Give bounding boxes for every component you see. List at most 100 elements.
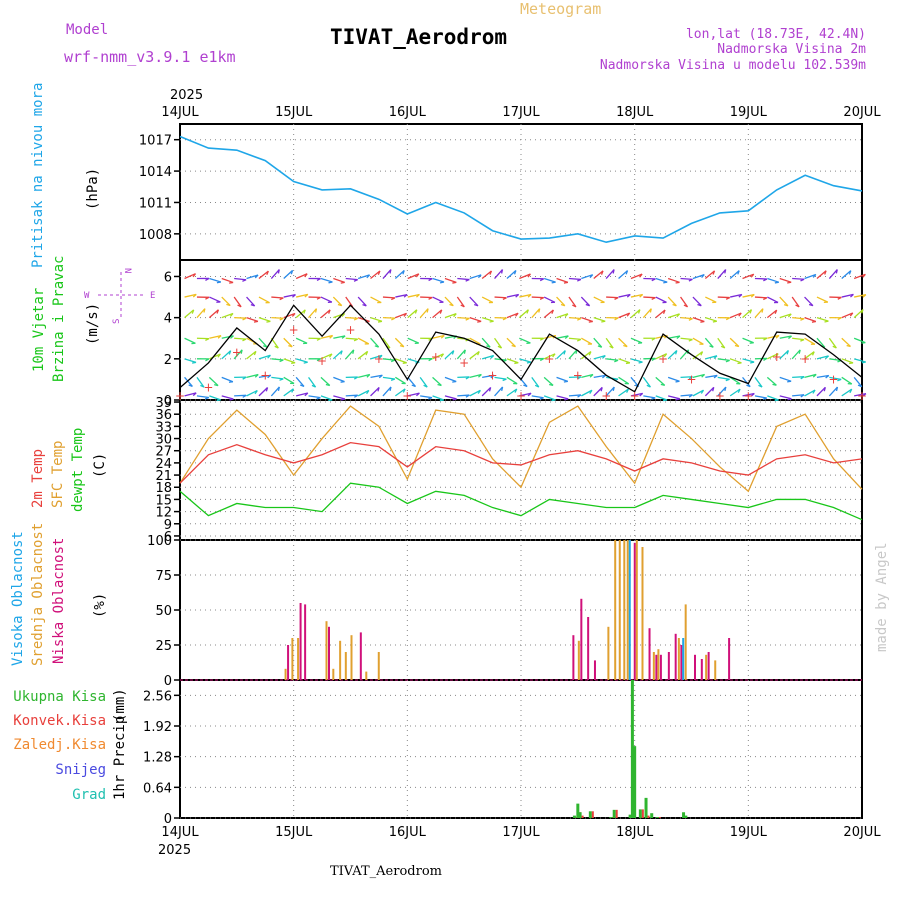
- wind-arrow: [395, 293, 408, 298]
- wind-arrow-head: [229, 281, 234, 284]
- wind-arrow: [804, 389, 816, 397]
- wind-arrow-head: [514, 388, 518, 393]
- wind-arrow-head: [849, 362, 854, 365]
- wind-arrow-head: [340, 398, 346, 401]
- wind-arrow-head: [378, 354, 383, 359]
- wind-arrow-head: [626, 294, 631, 298]
- wind-arrow: [221, 296, 231, 307]
- wind-arrow-head: [612, 269, 615, 274]
- precip-total-bar: [655, 817, 659, 818]
- wind-arrow: [320, 376, 331, 386]
- station-title: TIVAT_Aerodrom: [330, 25, 507, 49]
- wind-arrow-head: [229, 398, 234, 401]
- wind-arrow: [556, 296, 566, 307]
- wind-arrow-head: [390, 359, 396, 363]
- wind-arrow-head: [263, 345, 268, 348]
- wind-arrow-head: [763, 337, 768, 341]
- wind-arrow: [296, 293, 308, 298]
- wind-arrow-head: [477, 351, 480, 356]
- wind-arrow-head: [304, 293, 309, 298]
- wind-arrow: [184, 376, 193, 387]
- wind-arrow-head: [549, 383, 554, 387]
- wind-arrow: [543, 395, 556, 401]
- wind-arrow-head: [439, 309, 443, 314]
- wind-arrow-head: [688, 318, 693, 321]
- wind-arrow-head: [266, 320, 271, 323]
- wind-arrow: [667, 376, 680, 382]
- wind-arrow: [705, 374, 718, 378]
- wind-arrow-head: [774, 399, 779, 402]
- wind-arrow: [209, 395, 221, 401]
- wind-arrow: [854, 293, 867, 298]
- wind-arrow-head: [750, 273, 755, 278]
- wind-arrow: [308, 308, 317, 319]
- bottom-time-ticks: 14JUL 15JUL 16JUL 17JUL 18JUL 19JUL 20JUL: [161, 825, 881, 840]
- wind-arrow-head: [328, 281, 333, 284]
- wind-arrow: [295, 273, 308, 280]
- wind-arrow-head: [290, 270, 294, 275]
- wind-arrow: [234, 394, 247, 397]
- wind-arrow: [680, 376, 693, 379]
- wind-arrow-head: [614, 317, 619, 321]
- wind-arrow-head: [291, 313, 296, 317]
- wind-arrow-head: [577, 376, 582, 380]
- wind-arrow: [705, 296, 717, 303]
- wind-arrow: [333, 335, 346, 339]
- wind-arrow: [333, 395, 346, 400]
- wind-arrow: [717, 376, 730, 380]
- wind-arrow: [332, 296, 343, 307]
- wind-arrow-head: [242, 394, 247, 398]
- wind-arrow-head: [576, 278, 582, 282]
- wind-arrow: [234, 337, 247, 340]
- wind-arrow: [655, 277, 668, 283]
- wind-arrow: [308, 395, 321, 399]
- wind-arrow-head: [205, 338, 210, 342]
- wind-arrow-head: [204, 396, 210, 400]
- wind-arrow: [593, 296, 605, 303]
- wind-arrow: [234, 316, 247, 319]
- wind-arrow: [829, 376, 842, 381]
- top-day-label: 15JUL: [275, 105, 313, 120]
- gust-marker: +: [715, 389, 725, 403]
- wind-arrow: [320, 296, 333, 303]
- precip-conv-bar: [591, 811, 594, 818]
- wind-arrow-head: [353, 317, 359, 321]
- cloud-bar: [648, 628, 651, 680]
- wind-arrow-head: [823, 387, 826, 392]
- wind-arrow-head: [378, 374, 383, 379]
- wind-arrow-head: [662, 309, 666, 314]
- wind-arrow: [828, 337, 837, 349]
- wind-arrow-head: [440, 353, 445, 358]
- precip-total-bar: [638, 809, 642, 818]
- wind-arrow: [668, 335, 681, 339]
- wind-arrow-head: [651, 397, 656, 400]
- wind-arrow-head: [389, 386, 392, 392]
- wind-arrow-head: [609, 345, 614, 349]
- wind-arrow-head: [725, 378, 730, 382]
- wind-arrow: [320, 353, 333, 360]
- wind-arrow-head: [477, 274, 482, 279]
- wind-arrow: [605, 386, 615, 397]
- wind-arrow-head: [329, 335, 334, 339]
- wind-arrow-head: [623, 344, 628, 348]
- y-tick-label: 1011: [139, 196, 172, 211]
- wind-arrow-head: [811, 351, 815, 356]
- wind-arrow: [717, 358, 730, 362]
- wind-arrow-head: [812, 274, 817, 278]
- wind-arrow-head: [497, 345, 502, 349]
- wind-arrow: [705, 317, 718, 322]
- wind-arrow-head: [663, 353, 668, 358]
- wind-arrow: [705, 355, 718, 360]
- wind-arrow: [283, 376, 295, 385]
- gust-marker: +: [459, 356, 469, 370]
- wind-arrow-head: [861, 361, 866, 364]
- wind-arrow: [283, 293, 296, 298]
- wind-arrow: [667, 350, 678, 360]
- wind-arrow: [457, 277, 470, 281]
- wind-arrow: [382, 376, 395, 380]
- wind-arrow-head: [477, 320, 482, 323]
- wind-arrow: [345, 316, 358, 319]
- wind-arrow: [568, 349, 578, 360]
- bottom-day-label: 16JUL: [389, 825, 427, 840]
- wind-arrow: [246, 373, 259, 378]
